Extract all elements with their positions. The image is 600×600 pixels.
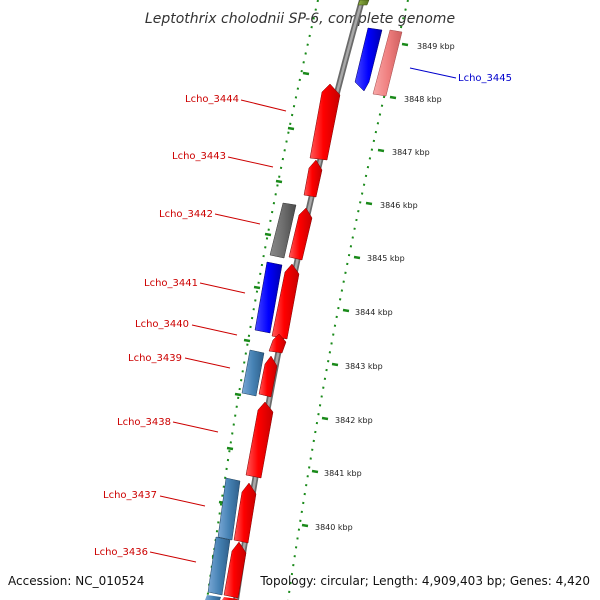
leader-lcho-3445 [409, 67, 457, 79]
gene-lcho-3445-pink [372, 29, 403, 97]
gene-red-3441b [271, 263, 300, 340]
leader-lcho-3436 [149, 551, 197, 563]
topology-text: Topology: circular; Length: 4,909,403 bp… [260, 574, 590, 588]
gene-label-lcho-3438: Lcho_3438 [117, 417, 171, 428]
gene-steel-bottom [205, 595, 221, 600]
outer-major-ticks [301, 42, 409, 528]
gene-lcho-3444 [309, 83, 341, 161]
gene-lcho-3437-steel [217, 477, 241, 541]
gene-lcho-3436-steel [207, 536, 231, 596]
gene-label-lcho-3443: Lcho_3443 [172, 151, 226, 162]
gene-red-bottom [222, 597, 238, 600]
gene-olive-top [357, 0, 370, 6]
leader-lcho-3437 [159, 495, 206, 507]
tick-label-3842: 3842 kbp [335, 416, 373, 425]
gene-label-lcho-3444: Lcho_3444 [185, 94, 239, 105]
tick-label-3846: 3846 kbp [380, 201, 418, 210]
leader-lcho-3440 [191, 324, 238, 336]
tick-label-3849: 3849 kbp [417, 42, 455, 51]
label-leaders [149, 67, 457, 563]
gene-label-lcho-3445: Lcho_3445 [458, 73, 512, 84]
gene-label-lcho-3442: Lcho_3442 [159, 209, 213, 220]
leader-lcho-3443 [227, 156, 274, 168]
tick-label-3844: 3844 kbp [355, 308, 393, 317]
gene-lcho-3443 [303, 159, 323, 198]
gene-red-3436b [223, 541, 247, 599]
gene-lcho-3438 [245, 401, 274, 479]
gene-red-3442b [288, 207, 313, 261]
gene-red-3439b [258, 355, 278, 398]
gene-lcho-3442-gray [269, 202, 297, 259]
gene-lcho-3439-steel [241, 349, 265, 397]
leader-lcho-3442 [214, 213, 261, 225]
leader-lcho-3444 [240, 99, 287, 112]
leader-lcho-3441 [199, 282, 246, 294]
tick-labels: 3849 kbp 3848 kbp 3847 kbp 3846 kbp 3845… [315, 42, 455, 532]
tick-label-3840: 3840 kbp [315, 523, 353, 532]
gene-lcho-3440 [268, 333, 287, 354]
gene-red-3437b [233, 482, 257, 544]
tick-label-3848: 3848 kbp [404, 95, 442, 104]
gene-label-lcho-3437: Lcho_3437 [103, 490, 157, 501]
gene-label-lcho-3441: Lcho_3441 [144, 278, 198, 289]
inner-strand-features [205, 27, 383, 600]
gene-blue-top [354, 27, 383, 92]
leader-lcho-3438 [172, 421, 219, 433]
gene-label-lcho-3440: Lcho_3440 [135, 319, 189, 330]
gene-label-lcho-3436: Lcho_3436 [94, 547, 148, 558]
map-title: Leptothrix cholodnii SP-6, complete geno… [145, 11, 455, 27]
inner-tick-ring [206, 0, 319, 600]
outer-strand-features [357, 0, 403, 97]
tick-label-3847: 3847 kbp [392, 148, 430, 157]
leader-lcho-3439 [184, 357, 231, 369]
gene-lcho-3441-blue [254, 261, 283, 334]
accession-text: Accession: NC_010524 [8, 574, 145, 588]
tick-label-3845: 3845 kbp [367, 254, 405, 263]
gene-labels: Lcho_3445 Lcho_3444 Lcho_3443 Lcho_3442 … [94, 73, 512, 558]
tick-label-3843: 3843 kbp [345, 362, 383, 371]
outer-tick-ring [287, 0, 409, 600]
tick-label-3841: 3841 kbp [324, 469, 362, 478]
gene-label-lcho-3439: Lcho_3439 [128, 353, 182, 364]
